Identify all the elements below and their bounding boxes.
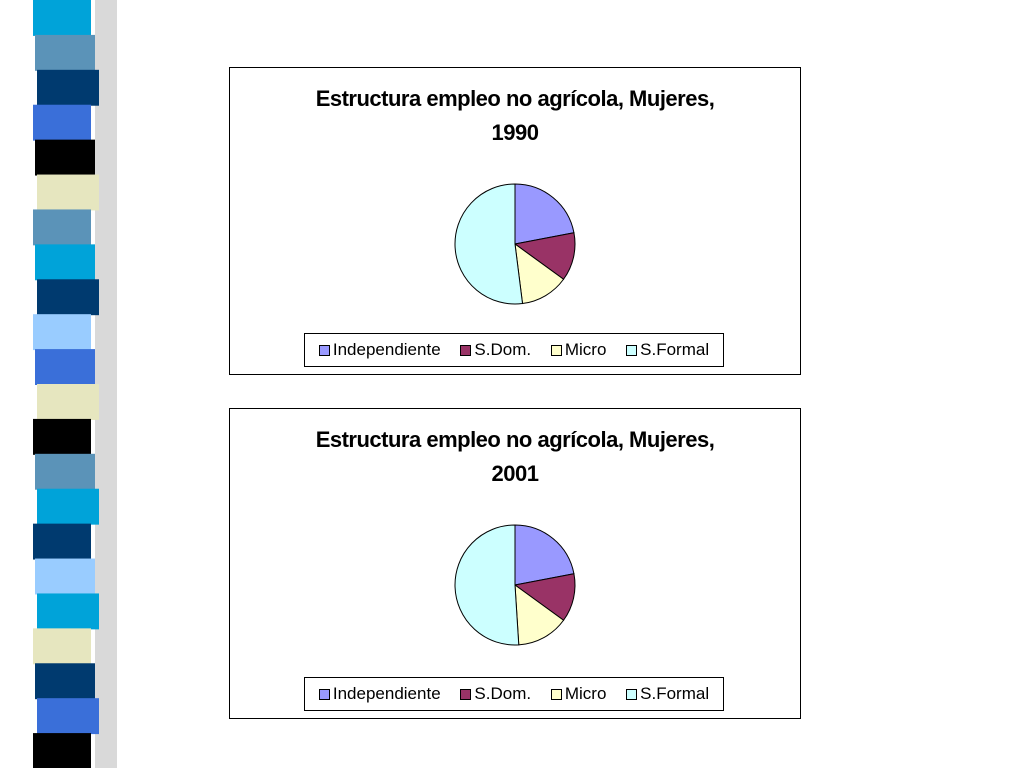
legend-swatch <box>318 688 330 700</box>
legend-item: Micro <box>550 684 607 704</box>
legend-label: S.Formal <box>640 684 710 703</box>
strip-block <box>37 698 99 735</box>
pie-slice-s-formal <box>454 524 520 646</box>
strip-shadow <box>95 0 117 768</box>
chart-title-line-1: Estructura empleo no agrícola, Mujeres, <box>315 86 715 111</box>
legend-item: S.Formal <box>626 340 709 360</box>
strip-block <box>33 209 91 246</box>
legend-item: Independiente <box>318 684 441 704</box>
pie-slice-independiente <box>514 183 575 245</box>
legend-swatch <box>460 688 472 700</box>
pie-slice-micro <box>514 583 565 646</box>
legend-item: S.Formal <box>626 684 709 704</box>
legend-item: Independiente <box>318 340 441 360</box>
legend-swatch <box>460 344 472 356</box>
chart-legend: Independiente S.Dom. Micro S.Formal <box>304 333 724 367</box>
strip-block <box>37 593 99 630</box>
strip-block <box>37 488 99 525</box>
strip-block <box>33 628 91 665</box>
strip-block <box>35 349 95 385</box>
chart-title: Estructura empleo no agrícola, Mujeres, … <box>230 82 800 150</box>
legend-swatch <box>318 344 330 356</box>
legend-label: Independiente <box>332 684 441 703</box>
legend-item: Micro <box>550 340 607 360</box>
chart-title-line-2: 1990 <box>491 120 539 145</box>
legend-item: S.Dom. <box>460 684 531 704</box>
legend-label: Micro <box>564 340 607 359</box>
pie-plot-area <box>454 524 576 646</box>
pie-plot-area <box>454 183 576 305</box>
legend-swatch <box>550 344 562 356</box>
strip-block <box>33 733 91 768</box>
strip-block <box>33 104 91 141</box>
legend-swatch <box>626 688 638 700</box>
strip-block <box>35 34 95 71</box>
pie-chart-1990: Estructura empleo no agrícola, Mujeres, … <box>229 67 801 375</box>
legend-label: S.Dom. <box>474 684 532 703</box>
strip-block <box>35 558 95 595</box>
pie-slice-independiente <box>514 524 575 586</box>
decorative-color-strip <box>33 0 117 768</box>
chart-legend: Independiente S.Dom. Micro S.Formal <box>304 677 724 711</box>
chart-title: Estructura empleo no agrícola, Mujeres, … <box>230 423 800 491</box>
strip-block <box>37 384 99 420</box>
strip-block <box>37 174 99 211</box>
legend-swatch <box>550 688 562 700</box>
strip-block <box>35 139 95 176</box>
legend-label: Independiente <box>332 340 441 359</box>
legend-label: Micro <box>564 684 607 703</box>
pie-slice-s-formal <box>454 183 524 305</box>
strip-block <box>33 0 91 36</box>
strip-block <box>35 453 95 490</box>
pie-chart-2001: Estructura empleo no agrícola, Mujeres, … <box>229 408 801 719</box>
strip-block <box>37 69 99 106</box>
strip-block <box>33 314 91 351</box>
strip-block <box>37 279 99 316</box>
strip-block <box>33 523 91 560</box>
legend-swatch <box>626 344 638 356</box>
legend-item: S.Dom. <box>460 340 531 360</box>
chart-title-line-1: Estructura empleo no agrícola, Mujeres, <box>315 427 715 452</box>
legend-label: S.Dom. <box>474 340 532 359</box>
strip-block <box>35 244 95 281</box>
strip-block <box>33 418 91 455</box>
strip-block <box>35 663 95 700</box>
chart-title-line-2: 2001 <box>491 461 539 486</box>
legend-label: S.Formal <box>640 340 710 359</box>
